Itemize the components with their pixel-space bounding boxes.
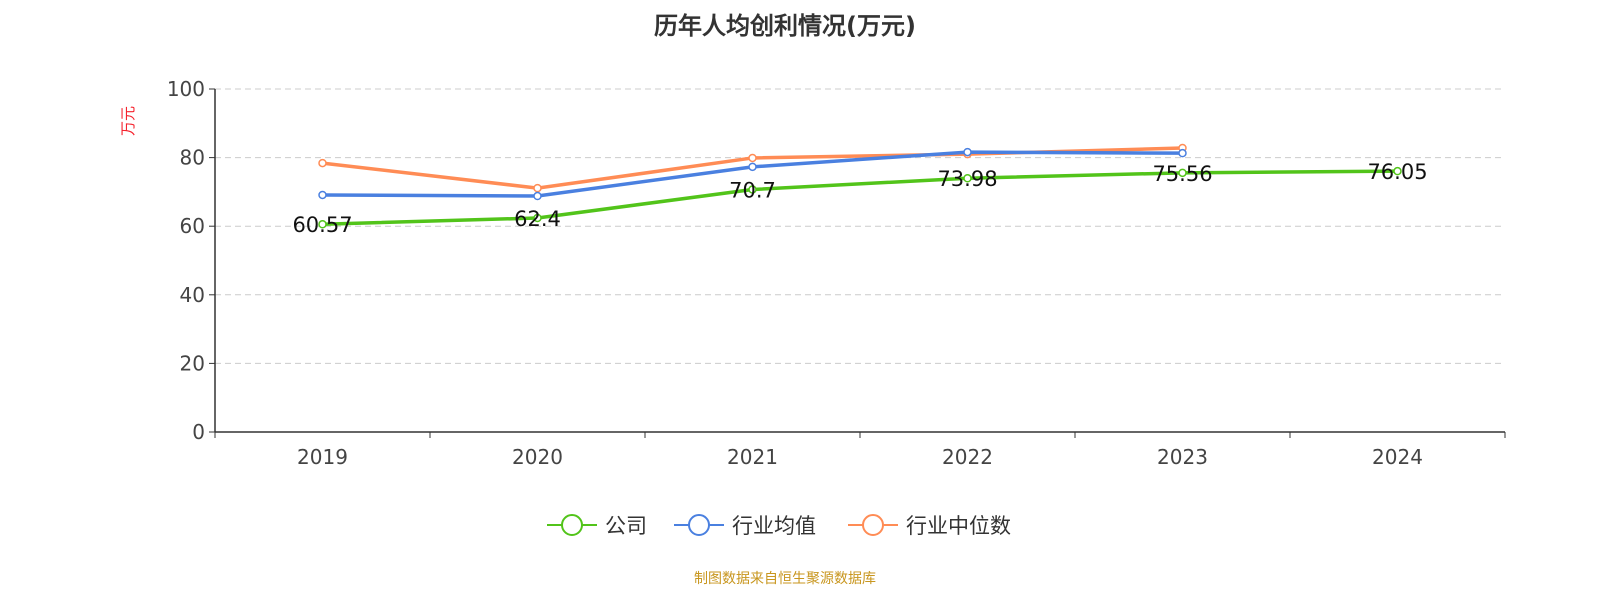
data-label: 62.4: [514, 207, 561, 231]
chart-title: 历年人均创利情况(万元): [654, 12, 916, 40]
y-tick-label: 80: [180, 146, 205, 170]
data-label: 60.57: [292, 213, 352, 237]
x-tick-label: 2023: [1157, 445, 1208, 469]
data-point: [748, 185, 757, 194]
data-point: [533, 191, 542, 201]
legend-marker-icon: [688, 514, 710, 536]
x-tick-label: 2020: [512, 445, 563, 469]
legend-item[interactable]: 行业中位数: [906, 514, 1011, 538]
data-label: 73.98: [937, 167, 997, 191]
data-point: [1178, 148, 1187, 158]
y-tick-label: 20: [180, 351, 205, 375]
y-tick-label: 100: [167, 77, 205, 101]
data-label: 75.56: [1152, 162, 1212, 186]
data-point: [318, 158, 327, 168]
data-point: [533, 183, 542, 193]
data-point: [318, 219, 327, 229]
y-tick-label: 0: [192, 420, 205, 444]
y-tick-label: 60: [180, 214, 205, 238]
data-point: [963, 173, 972, 183]
legend-item[interactable]: 公司: [605, 514, 647, 538]
x-tick-label: 2021: [727, 445, 778, 469]
y-tick-label: 40: [180, 283, 205, 307]
data-point: [748, 153, 757, 163]
source-note: 制图数据来自恒生聚源数据库: [694, 571, 876, 587]
data-label: 76.05: [1367, 160, 1427, 184]
data-point: [533, 213, 542, 223]
data-label: 70.7: [729, 178, 776, 202]
legend-item[interactable]: 行业均值: [732, 514, 816, 538]
y-axis-label: 万元: [119, 106, 137, 136]
data-point: [318, 190, 327, 200]
series-line: [322, 169, 1398, 226]
legend-marker-icon: [862, 514, 884, 536]
x-tick-label: 2024: [1372, 445, 1423, 469]
data-point: [748, 162, 757, 172]
x-tick-label: 2022: [942, 445, 993, 469]
data-point: [1393, 166, 1402, 176]
data-point: [963, 147, 972, 157]
legend-marker-icon: [561, 514, 583, 536]
data-point: [1178, 168, 1187, 178]
x-tick-label: 2019: [297, 445, 348, 469]
